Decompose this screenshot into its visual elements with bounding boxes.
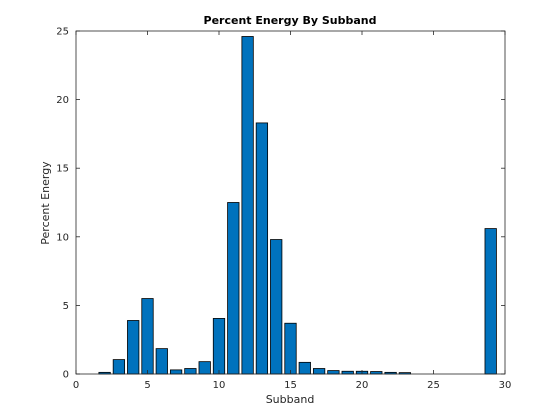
x-ticks-group: 0 5 10 15 20 25 30 — [73, 31, 512, 391]
bar-subband-14 — [270, 239, 283, 375]
x-tick-label: 25 — [427, 380, 440, 391]
bar-subband-4 — [127, 320, 140, 375]
x-tick-label: 0 — [73, 380, 79, 391]
bar-subband-11 — [227, 202, 240, 375]
x-tick-label: 30 — [499, 380, 512, 391]
bar-subband-15 — [284, 322, 297, 375]
x-tick-label: 10 — [213, 380, 226, 391]
x-tick-label: 15 — [284, 380, 297, 391]
bar-subband-8 — [184, 368, 197, 375]
bar-subband-17 — [312, 368, 326, 375]
chart-title: Percent Energy By Subband — [204, 14, 377, 27]
bar-subband-3 — [112, 359, 126, 375]
y-ticks-group: 0 5 10 15 20 25 — [56, 27, 505, 381]
plot-area-box — [75, 30, 506, 375]
y-tick-label: 20 — [56, 95, 69, 106]
bar-subband-6 — [155, 348, 168, 375]
bar-subband-10 — [212, 318, 226, 375]
x-axis-label: Subband — [266, 393, 315, 406]
bar-subband-9 — [198, 361, 211, 375]
bar-subband-16 — [298, 361, 311, 375]
bar-subband-12 — [241, 36, 254, 375]
bar-subband-7 — [169, 369, 183, 375]
bar-subband-13 — [255, 122, 269, 375]
y-tick-label: 10 — [56, 232, 69, 243]
bar-subband-29 — [484, 228, 497, 375]
y-axis-label: Percent Energy — [39, 161, 52, 245]
y-tick-label: 15 — [56, 164, 69, 175]
x-tick-label: 20 — [356, 380, 369, 391]
bar-subband-5 — [141, 298, 154, 375]
bar-subband-19 — [341, 370, 354, 375]
x-tick-label: 5 — [144, 380, 150, 391]
y-tick-label: 25 — [56, 27, 69, 38]
bars-group — [98, 36, 497, 375]
axes-group — [75, 30, 506, 375]
bar-subband-18 — [327, 370, 340, 375]
y-tick-label: 5 — [63, 301, 69, 312]
y-tick-label: 0 — [63, 370, 69, 381]
